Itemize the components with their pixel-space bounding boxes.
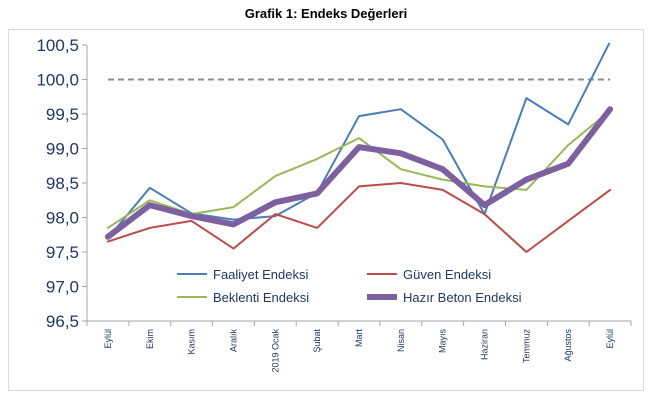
legend-label-1: Faaliyet Endeksi xyxy=(213,267,308,282)
chart-frame xyxy=(8,29,644,391)
x-tick-label: Temmuz xyxy=(521,329,531,364)
y-tick-label: 99,5 xyxy=(46,105,79,124)
series-line-2 xyxy=(106,182,612,253)
series-line-3 xyxy=(106,109,612,229)
series-line-1 xyxy=(106,43,611,240)
legend-label-3: Beklenti Endeksi xyxy=(213,290,309,305)
x-tick-label: Mayıs xyxy=(438,329,448,354)
chart-title: Grafik 1: Endeks Değerleri xyxy=(244,6,408,21)
y-tick-label: 98,5 xyxy=(46,174,79,193)
x-tick-label: Haziran xyxy=(480,329,490,360)
x-tick-label: Nisan xyxy=(396,329,406,352)
y-tick-label: 99,0 xyxy=(46,140,79,159)
legend-label-2: Güven Endeksi xyxy=(403,267,491,282)
series-line-4 xyxy=(104,106,614,240)
y-tick-label: 100,5 xyxy=(36,36,79,55)
x-tick-label: Şubat xyxy=(312,329,322,353)
x-tick-label: Mart xyxy=(354,329,364,347)
x-tick-label: Eylül xyxy=(103,329,113,349)
x-tick-label: Ağustos xyxy=(563,329,573,362)
y-tick-label: 96,5 xyxy=(46,312,79,331)
x-tick-label: Kasım xyxy=(187,329,197,355)
x-tick-label: Eylül xyxy=(605,329,615,349)
x-tick-label: Aralık xyxy=(228,329,238,353)
y-tick-label: 100,0 xyxy=(36,71,79,90)
x-tick-label: Ekim xyxy=(145,329,155,349)
x-tick-label: 2019 Ocak xyxy=(270,329,280,373)
y-tick-label: 97,5 xyxy=(46,243,79,262)
y-tick-label: 98,0 xyxy=(46,209,79,228)
legend-label-4: Hazır Beton Endeksi xyxy=(403,290,522,305)
y-tick-label: 97,0 xyxy=(46,278,79,297)
